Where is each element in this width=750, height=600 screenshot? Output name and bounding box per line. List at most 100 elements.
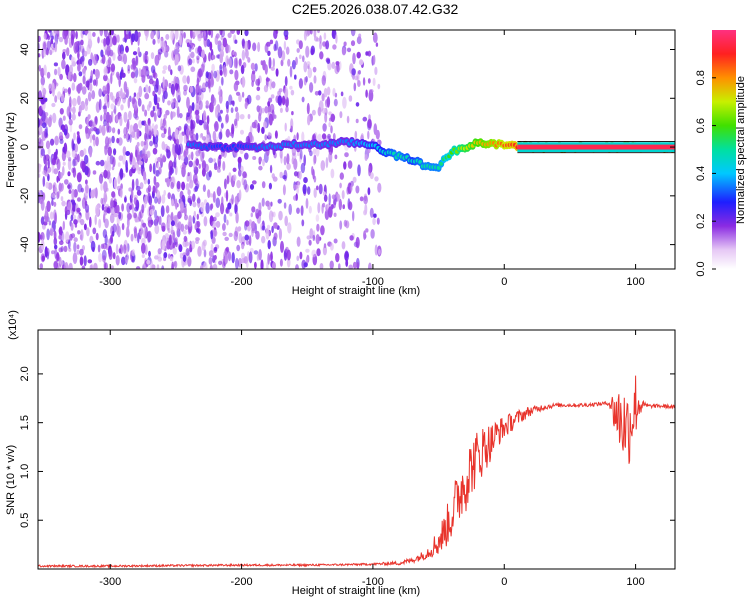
spectrogram-noise-cell xyxy=(331,30,337,40)
spectrogram-noise-cell xyxy=(358,59,364,66)
spectrogram-noise-cell xyxy=(210,203,214,210)
spectrogram-noise-cell xyxy=(208,257,213,265)
spectrogram-noise-cell xyxy=(111,166,115,171)
spectrogram-noise-cell xyxy=(298,78,303,89)
spectrogram-noise-cell xyxy=(323,243,327,249)
spectrogram-noise-cell xyxy=(38,173,41,178)
spectrogram-noise-cell xyxy=(111,135,115,144)
spectrogram-noise-cell xyxy=(147,219,153,228)
spectrogram-noise-cell xyxy=(244,40,249,52)
spectrogram-noise-cell xyxy=(237,226,242,232)
spectrogram-noise-cell xyxy=(227,251,232,262)
spectrogram-noise-cell xyxy=(291,111,294,116)
spectrogram-noise-cell xyxy=(355,185,360,194)
spectrogram-noise-cell xyxy=(264,134,268,141)
spectrogram-noise-cell xyxy=(305,76,308,83)
spectrogram-noise-cell xyxy=(149,208,155,216)
spectrogram-noise-cell xyxy=(68,189,72,194)
spectrogram-noise-cell xyxy=(38,53,41,58)
spectrogram-noise-cell xyxy=(42,49,47,58)
spectrogram-noise-cell xyxy=(70,222,74,231)
spectrogram-noise-cell xyxy=(270,94,275,99)
spectrogram-noise-cell xyxy=(187,154,191,161)
spectrogram-noise-cell xyxy=(258,165,263,171)
spectrogram-noise-cell xyxy=(133,123,138,133)
spectrogram-noise-cell xyxy=(250,72,256,83)
spectrogram-noise-cell xyxy=(78,124,83,130)
spectrogram-noise-cell xyxy=(158,215,162,226)
spectrogram-noise-cell xyxy=(72,252,78,265)
spectrogram-noise-cell xyxy=(103,66,108,76)
spectrogram-noise-cell xyxy=(228,57,232,68)
spectrogram-noise-cell xyxy=(67,182,73,191)
spectrogram-noise-cell xyxy=(122,146,127,156)
spectrogram-noise-cell xyxy=(92,227,97,235)
spectrogram-noise-cell xyxy=(117,175,121,185)
spectrogram-noise-cell xyxy=(257,41,261,53)
spectrogram-noise-cell xyxy=(251,206,256,213)
spectrogram-noise-cell xyxy=(220,122,224,129)
colorbar-tick-label: 0.4 xyxy=(695,166,707,181)
spectrogram-noise-cell xyxy=(163,118,167,127)
spectrogram-noise-cell xyxy=(367,187,371,196)
spectrogram-noise-cell xyxy=(189,179,194,189)
spectrogram-noise-cell xyxy=(320,225,325,236)
spectrogram-noise-cell xyxy=(372,217,376,226)
x-tick-label: -100 xyxy=(362,576,384,588)
spectrogram-noise-cell xyxy=(215,33,220,39)
spectrogram-noise-cell xyxy=(172,231,176,241)
spectrogram-noise-cell xyxy=(329,260,334,269)
spectrogram-noise-cell xyxy=(144,92,150,100)
snr-xlabel: Height of straight line (km) xyxy=(292,585,420,597)
spectrogram-noise-cell xyxy=(123,134,127,139)
spectrogram-noise-cell xyxy=(279,149,283,159)
spectrogram-noise-cell xyxy=(110,103,115,110)
spectrogram-noise-cell xyxy=(152,105,156,112)
spectrogram-noise-cell xyxy=(156,102,160,110)
spectrogram-noise-cell xyxy=(345,259,349,267)
spectrogram-noise-cell xyxy=(103,30,108,38)
spectrogram-noise-cell xyxy=(64,206,68,215)
spectrogram-noise-cell xyxy=(319,263,324,269)
spectrogram-noise-cell xyxy=(241,49,246,61)
spectrogram-noise-cell xyxy=(92,53,98,66)
spectrogram-noise-cell xyxy=(202,136,206,141)
spectrogram-noise-cell xyxy=(254,63,258,72)
spectrogram-noise-cell xyxy=(235,111,240,122)
x-tick-label: 0 xyxy=(501,276,507,288)
spectrogram-noise-cell xyxy=(342,96,347,109)
spectrogram-noise-cell xyxy=(347,182,352,194)
spectrogram-noise-cell xyxy=(201,82,207,92)
spectrogram-noise-cell xyxy=(367,130,370,140)
spectrogram-noise-cell xyxy=(183,155,189,166)
spectrogram-noise-cell xyxy=(288,203,293,216)
spectrogram-noise-cell xyxy=(218,154,222,160)
spectrogram-noise-cell xyxy=(100,197,104,205)
spectrogram-noise-cell xyxy=(110,265,114,269)
x-tick-label: -300 xyxy=(99,576,121,588)
spectrogram-noise-cell xyxy=(54,40,58,53)
spectrogram-noise-cell xyxy=(225,55,229,67)
spectrogram-noise-cell xyxy=(58,171,63,179)
spectrogram-noise-cell xyxy=(279,171,284,179)
spectrogram-noise-cell xyxy=(344,250,349,262)
spectrogram-noise-cell xyxy=(313,30,317,39)
spectrogram-noise-cell xyxy=(153,112,157,122)
spectrogram-noise-cell xyxy=(61,200,66,207)
spectrogram-noise-cell xyxy=(309,150,313,157)
spectrogram-noise-cell xyxy=(364,154,368,161)
spectrogram-noise-cell xyxy=(255,94,261,101)
spectrogram-noise-cell xyxy=(186,242,190,246)
spectrogram-noise-cell xyxy=(270,251,273,261)
spectrogram-noise-cell xyxy=(77,95,81,106)
snr-ticks: -300 -200 -100 0 100 0.5 1.0 1.5 2.0 xyxy=(19,330,675,588)
spectrogram-noise-cell xyxy=(72,106,76,114)
spectrogram-noise-cell xyxy=(174,82,179,91)
spectrogram-noise-cell xyxy=(350,184,353,192)
spectrogram-noise-cell xyxy=(138,211,142,222)
spectrogram-noise-cell xyxy=(95,160,101,166)
spectrogram-noise-cell xyxy=(152,162,156,175)
spectrogram-noise-cell xyxy=(71,188,75,201)
spectrogram-noise-cell xyxy=(38,163,41,173)
spectrogram-noise-cell xyxy=(369,207,374,218)
